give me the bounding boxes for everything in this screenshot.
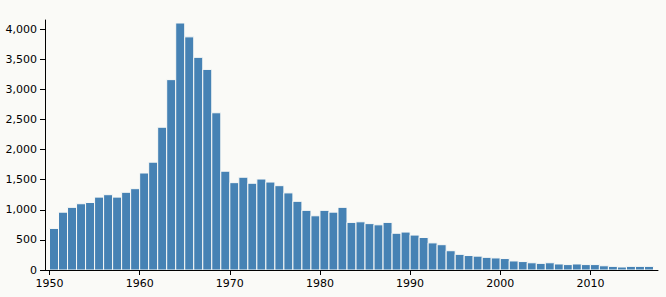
svg-text:3,500: 3,500 xyxy=(6,53,38,66)
svg-text:1970: 1970 xyxy=(216,277,244,290)
svg-text:3,000: 3,000 xyxy=(6,83,38,96)
svg-text:2,000: 2,000 xyxy=(6,143,38,156)
svg-text:2000: 2000 xyxy=(486,277,514,290)
svg-text:1,000: 1,000 xyxy=(6,203,38,216)
svg-text:2,500: 2,500 xyxy=(6,113,38,126)
svg-text:4,000: 4,000 xyxy=(6,23,38,36)
svg-text:1950: 1950 xyxy=(36,277,64,290)
svg-text:0: 0 xyxy=(30,264,37,277)
svg-text:500: 500 xyxy=(16,233,37,246)
svg-text:1980: 1980 xyxy=(306,277,334,290)
svg-text:1960: 1960 xyxy=(126,277,154,290)
svg-text:2010: 2010 xyxy=(576,277,604,290)
svg-text:1,500: 1,500 xyxy=(6,173,38,186)
svg-text:1990: 1990 xyxy=(396,277,424,290)
